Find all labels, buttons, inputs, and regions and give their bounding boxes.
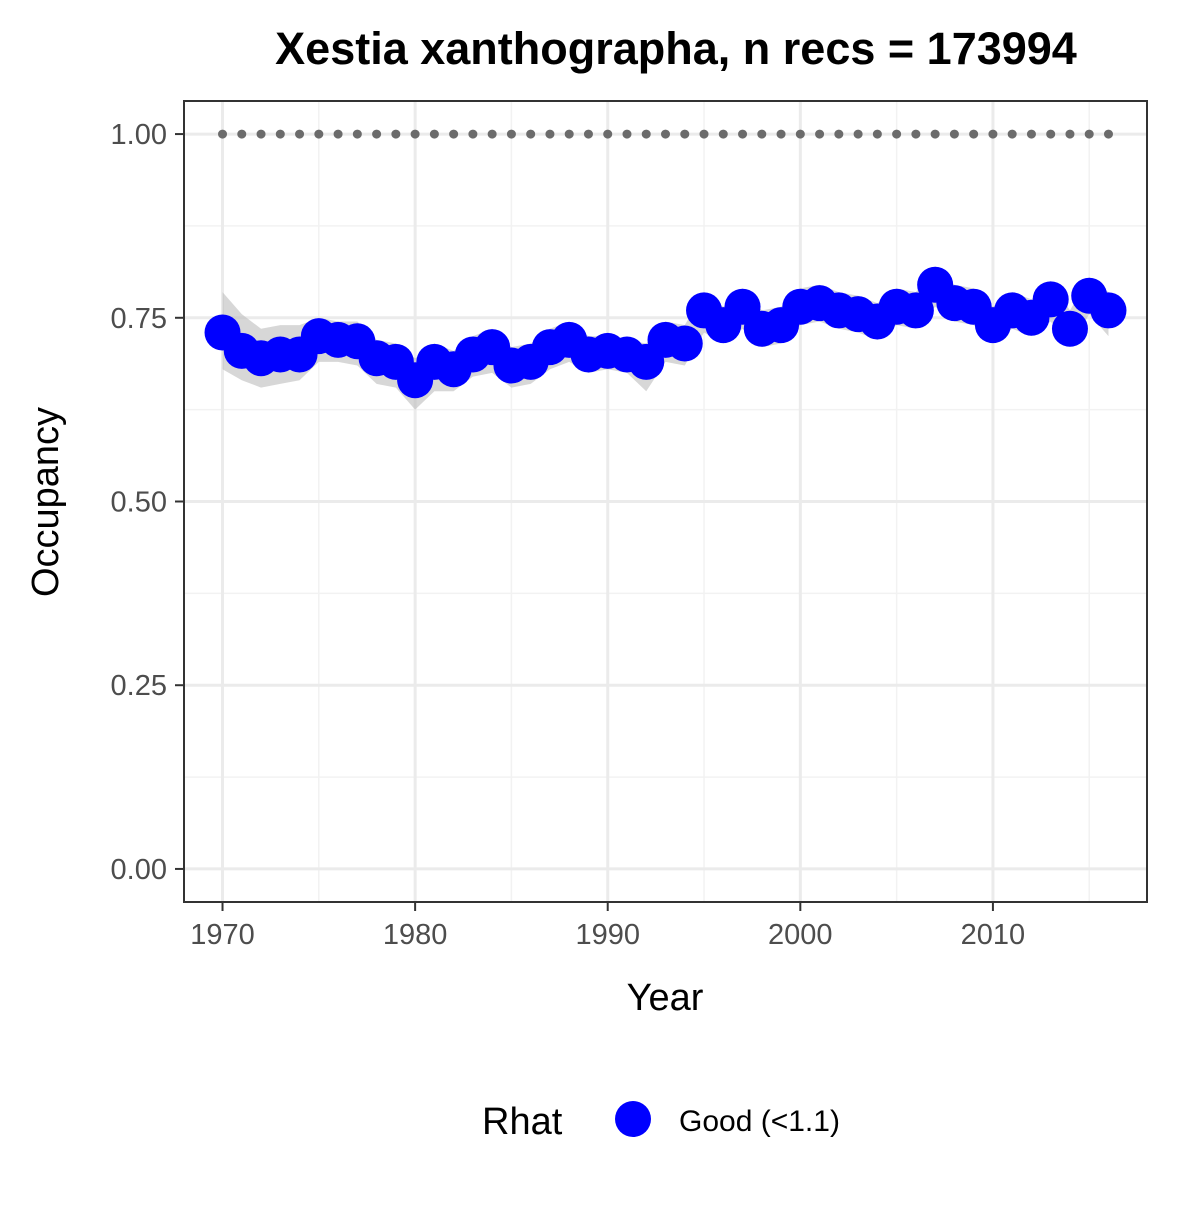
reference-point — [622, 129, 632, 139]
reference-point — [1026, 129, 1036, 139]
reference-point — [1084, 129, 1094, 139]
reference-point — [468, 129, 478, 139]
reference-point — [757, 129, 767, 139]
reference-point — [372, 129, 382, 139]
occupancy-points-layer — [204, 266, 1127, 399]
reference-point — [564, 129, 574, 139]
reference-point — [314, 129, 324, 139]
reference-point — [1065, 129, 1075, 139]
x-tick-label: 1970 — [190, 919, 255, 951]
occupancy-point — [1090, 292, 1127, 329]
reference-point — [699, 129, 709, 139]
reference-point — [1046, 129, 1056, 139]
reference-point — [776, 129, 786, 139]
reference-point — [949, 129, 959, 139]
reference-point — [988, 129, 998, 139]
reference-point — [545, 129, 555, 139]
legend: Rhat Good (<1.1) — [482, 1101, 840, 1143]
reference-point — [506, 129, 516, 139]
reference-point — [275, 129, 285, 139]
occupancy-point — [1051, 310, 1088, 347]
occupancy-point — [897, 292, 934, 329]
x-axis-ticks: 1970 1980 1990 2000 2010 — [190, 902, 1025, 951]
legend-label-good: Good (<1.1) — [679, 1105, 840, 1138]
reference-point — [391, 129, 401, 139]
x-axis-title: Year — [627, 977, 704, 1019]
reference-point — [583, 129, 593, 139]
reference-point — [680, 129, 690, 139]
y-tick-label: 1.00 — [111, 119, 167, 151]
reference-point — [892, 129, 902, 139]
reference-point — [429, 129, 439, 139]
reference-point — [1103, 129, 1113, 139]
reference-point — [333, 129, 343, 139]
reference-point — [352, 129, 362, 139]
x-tick-label: 2000 — [768, 919, 833, 951]
y-tick-label: 0.75 — [111, 303, 167, 335]
reference-point — [930, 129, 940, 139]
y-tick-label: 0.00 — [111, 854, 167, 886]
reference-point — [853, 129, 863, 139]
reference-point — [795, 129, 805, 139]
reference-point — [237, 129, 247, 139]
occupancy-point — [666, 325, 703, 362]
reference-points-layer — [218, 129, 1113, 139]
reference-point — [911, 129, 921, 139]
reference-point — [872, 129, 882, 139]
x-tick-label: 2010 — [961, 919, 1026, 951]
reference-point — [256, 129, 266, 139]
reference-point — [449, 129, 459, 139]
y-tick-label: 0.25 — [111, 670, 167, 702]
reference-point — [218, 129, 228, 139]
x-tick-label: 1990 — [575, 919, 640, 951]
reference-point — [738, 129, 748, 139]
chart-title: Xestia xanthographa, n recs = 173994 — [275, 23, 1077, 74]
reference-point — [641, 129, 651, 139]
occupancy-point — [1032, 281, 1069, 318]
reference-point — [603, 129, 613, 139]
reference-point — [526, 129, 536, 139]
x-tick-label: 1980 — [383, 919, 448, 951]
reference-point — [834, 129, 844, 139]
reference-point — [718, 129, 728, 139]
reference-point — [295, 129, 305, 139]
grid-lines — [184, 101, 1147, 902]
reference-point — [661, 129, 670, 139]
reference-point — [815, 129, 825, 139]
reference-point — [969, 129, 979, 139]
legend-key-good — [615, 1101, 651, 1137]
reference-point — [410, 129, 420, 139]
y-axis-ticks: 0.00 0.25 0.50 0.75 1.00 — [111, 119, 184, 886]
legend-title: Rhat — [482, 1101, 563, 1143]
y-tick-label: 0.50 — [111, 487, 167, 519]
y-axis-title: Occupancy — [25, 407, 67, 597]
reference-point — [487, 129, 497, 139]
reference-point — [1007, 129, 1017, 139]
